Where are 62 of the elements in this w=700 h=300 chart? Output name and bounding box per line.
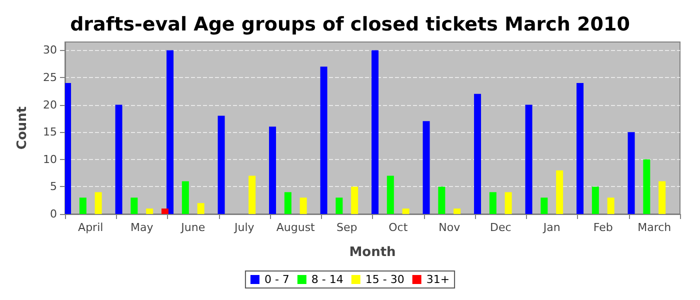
bar — [248, 176, 256, 214]
bar — [269, 126, 276, 214]
x-tick-label: Sep — [336, 221, 358, 234]
bar — [540, 198, 548, 214]
bar — [300, 198, 307, 214]
bar — [556, 170, 564, 214]
bar — [284, 192, 292, 214]
bar — [351, 186, 358, 214]
bar — [161, 208, 168, 214]
y-tick-label: 0 — [50, 208, 57, 220]
x-tick-label: Dec — [490, 221, 512, 234]
bar — [386, 176, 394, 214]
bar — [372, 50, 379, 214]
bar — [504, 192, 512, 214]
bar — [320, 66, 328, 214]
x-tick-label: May — [130, 221, 154, 234]
x-tick-label: Feb — [593, 221, 613, 234]
x-tick-label: July — [233, 221, 255, 234]
x-tick-label: Jan — [542, 221, 560, 234]
bar — [115, 104, 122, 214]
bar — [182, 181, 189, 214]
bar — [402, 208, 410, 214]
y-tick-label: 20 — [43, 98, 57, 112]
bar — [628, 132, 635, 214]
legend-label: 8 - 14 — [311, 273, 344, 286]
bar — [130, 198, 138, 214]
bar — [607, 198, 614, 214]
x-tick-label: March — [638, 221, 672, 234]
bar — [438, 186, 446, 214]
bar — [422, 121, 430, 214]
legend-label: 15 - 30 — [365, 273, 404, 286]
x-tick-label: August — [276, 221, 316, 234]
bar — [525, 104, 532, 214]
x-tick-label: April — [78, 221, 104, 234]
x-tick-label: Nov — [438, 221, 461, 234]
x-tick-label: June — [180, 221, 206, 234]
bar — [576, 82, 584, 214]
chart-title: drafts-eval Age groups of closed tickets March 2010 — [70, 14, 630, 36]
bar — [658, 181, 666, 214]
bar — [218, 116, 225, 214]
x-axis-title: Month — [349, 245, 396, 260]
y-tick-label: 25 — [43, 70, 57, 84]
bar — [197, 203, 204, 214]
y-tick-label: 10 — [43, 152, 57, 166]
y-tick-label: 5 — [50, 180, 57, 194]
bar — [454, 208, 461, 214]
bar — [336, 198, 343, 214]
bar — [489, 192, 496, 214]
bar — [79, 198, 86, 214]
bar — [643, 159, 650, 214]
bar — [166, 50, 174, 214]
x-tick-label: Oct — [388, 221, 408, 234]
y-tick-label: 30 — [43, 44, 57, 57]
bar — [474, 94, 482, 214]
bar — [94, 192, 102, 214]
legend-label: 31+ — [426, 273, 450, 286]
y-axis-title: Count — [15, 106, 30, 150]
bar — [146, 208, 154, 214]
bar — [592, 186, 599, 214]
legend-label: 0 - 7 — [264, 273, 290, 286]
y-tick-label: 15 — [43, 126, 57, 139]
bar — [65, 82, 72, 214]
